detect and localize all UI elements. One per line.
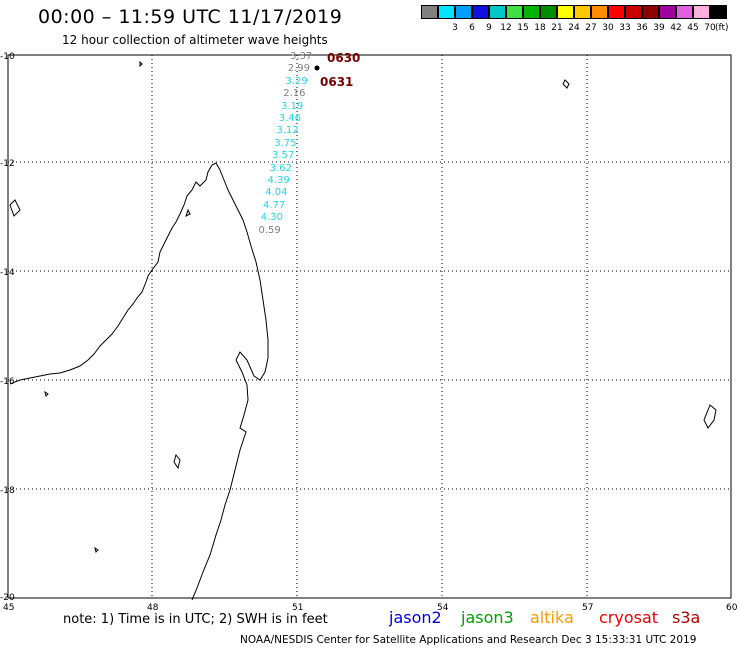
longitude-tick-label: 51 (292, 603, 304, 613)
footer-credit: NOAA/NESDIS Center for Satellite Applica… (240, 634, 697, 646)
colorbar-label: 21 (551, 23, 563, 33)
longitude-tick-label: 48 (147, 603, 159, 613)
wave-height-value: 3.29 (285, 75, 308, 87)
longitude-tick-label: 45 (3, 603, 15, 613)
wave-height-value: 4.39 (267, 175, 290, 186)
latitude-tick-label: -10 (0, 52, 15, 62)
small-islands (9, 60, 717, 553)
colorbar-swatch (455, 5, 472, 19)
satellite-s3a: s3a (672, 608, 701, 627)
longitude-tick-label: 54 (437, 603, 449, 613)
colorbar-swatch (574, 5, 591, 19)
colorbar-swatch (540, 5, 557, 19)
map-grid (8, 55, 731, 598)
latitude-tick-label: -12 (0, 159, 15, 169)
longitude-tick-label: 60 (726, 603, 738, 613)
latitude-tick-label: -14 (0, 268, 15, 278)
longitude-tick-label: 57 (582, 603, 594, 613)
latitude-tick-label: -20 (0, 593, 15, 603)
wave-height-value: 0.59 (258, 224, 281, 236)
colorbar-unit: (ft) (715, 23, 729, 33)
colorbar-label: 24 (568, 23, 580, 33)
colorbar-label: 12 (500, 23, 512, 33)
latitude-tick-label: -18 (0, 486, 15, 496)
satellite-jason2: jason2 (389, 608, 442, 627)
satellite-altika: altika (530, 608, 574, 627)
note-text: note: 1) Time is in UTC; 2) SWH is in fe… (63, 612, 328, 627)
wave-height-value: 3.12 (276, 125, 299, 137)
colorbar-label: 45 (687, 23, 699, 33)
wave-height-value: 3.62 (269, 162, 293, 174)
colorbar-label: 33 (619, 23, 631, 33)
wave-height-value: 4.04 (265, 187, 288, 199)
time-label-0630: 0630 (327, 51, 361, 65)
wave-height-value: 4.77 (263, 199, 286, 211)
colorbar-swatch (625, 5, 642, 19)
time-label-0631: 0631 (320, 75, 354, 89)
colorbar-label: 9 (486, 23, 492, 33)
colorbar-label: 18 (534, 23, 546, 33)
track-dot (314, 65, 320, 71)
colorbar-label: 39 (653, 23, 665, 33)
colorbar-swatch (523, 5, 540, 19)
colorbar-swatch (506, 5, 523, 19)
colorbar-label: 6 (469, 23, 475, 33)
wave-height-value: 3.19 (281, 100, 304, 112)
colorbar-swatch (591, 5, 608, 19)
colorbar-swatch (659, 5, 676, 19)
latitude-tick-label: -16 (0, 377, 15, 387)
colorbar-swatch (693, 5, 710, 19)
madagascar-coastline (9, 162, 269, 601)
colorbar-label: 3 (452, 23, 458, 33)
colorbar-label: 27 (585, 23, 597, 33)
wave-height-value: 3.57 (272, 150, 295, 162)
map-title: 00:00 – 11:59 UTC 11/17/2019 (38, 6, 343, 28)
colorbar-swatch (557, 5, 574, 19)
wave-height-value: 2.16 (283, 88, 306, 100)
wave-height-value: 4.30 (260, 212, 284, 224)
map-frame (7, 54, 732, 599)
wave-height-value: 3.75 (274, 137, 297, 149)
colorbar-swatch (489, 5, 506, 19)
colorbar-label: 70 (704, 23, 716, 33)
colorbar-label: 42 (670, 23, 682, 33)
satellite-cryosat: cryosat (599, 608, 659, 627)
colorbar-swatch (710, 5, 727, 19)
map-subtitle: 12 hour collection of altimeter wave hei… (62, 33, 328, 47)
colorbar-label: 15 (517, 23, 529, 33)
satellite-jason3: jason3 (461, 608, 514, 627)
colorbar-swatch (438, 5, 455, 19)
colorbar-swatch (608, 5, 625, 19)
wave-height-value: 3.46 (278, 113, 302, 124)
wave-height-value: 2.99 (287, 63, 311, 75)
colorbar-swatch (642, 5, 659, 19)
wave-height-value: 3.37 (290, 51, 313, 62)
colorbar-swatch (472, 5, 489, 19)
colorbar-swatch (676, 5, 693, 19)
colorbar-swatch (421, 5, 438, 19)
colorbar-label: 36 (636, 23, 648, 33)
colorbar-label: 30 (602, 23, 614, 33)
